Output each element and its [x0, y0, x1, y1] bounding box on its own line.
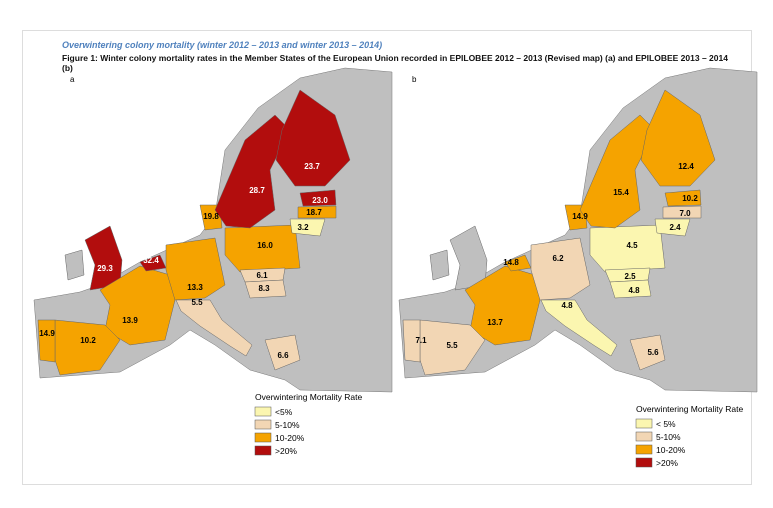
- country: [664, 189, 702, 207]
- legend-title: Overwintering Mortality Rate: [636, 404, 744, 414]
- legend-swatch: [254, 419, 272, 430]
- title: Overwintering colony mortality (winter 2…: [62, 40, 383, 50]
- rate-label: 18.7: [306, 208, 322, 217]
- country: [64, 249, 85, 281]
- legend-label: 5-10%: [275, 420, 300, 430]
- rate-label: 7.0: [679, 209, 691, 218]
- rate-label: 2.4: [669, 223, 681, 232]
- map-labels: 29.3 32.4 13.9 10.2 14.9 13.3 16.0 28.7 23.7 23.0…: [39, 162, 743, 468]
- map-b: [398, 67, 758, 393]
- country: [214, 114, 291, 229]
- rate-label: 32.4: [143, 256, 159, 265]
- legend-label: <5%: [275, 407, 293, 417]
- legend-swatch: [254, 445, 272, 456]
- rate-label: 10.2: [682, 194, 698, 203]
- legend-label: 10-20%: [656, 445, 686, 455]
- country: [609, 279, 652, 299]
- legend-label: >20%: [275, 446, 297, 456]
- country: [640, 89, 716, 187]
- legend-label: >20%: [656, 458, 678, 468]
- rate-label: 14.9: [572, 212, 588, 221]
- rate-label: 7.1: [415, 336, 427, 345]
- country: [275, 89, 351, 187]
- country: [37, 319, 56, 363]
- rate-label: 8.3: [258, 284, 270, 293]
- rate-label: 16.0: [257, 241, 273, 250]
- rate-label: 6.6: [277, 351, 289, 360]
- legend-swatch: [254, 432, 272, 443]
- legend-swatch: [635, 457, 653, 468]
- rate-label: 4.8: [628, 286, 640, 295]
- legend-title: Overwintering Mortality Rate: [255, 392, 363, 402]
- map-a: [33, 67, 393, 393]
- rate-label: 23.0: [312, 196, 328, 205]
- rate-label: 2.5: [624, 272, 636, 281]
- legend-swatch: [254, 406, 272, 417]
- country: [264, 334, 301, 371]
- rate-label: 14.8: [503, 258, 519, 267]
- rate-label: 3.2: [297, 223, 309, 232]
- legend-swatch: [635, 444, 653, 455]
- rate-label: 13.9: [122, 316, 138, 325]
- rate-label: 15.4: [613, 188, 629, 197]
- legend-label: < 5%: [656, 419, 676, 429]
- country: [299, 189, 337, 207]
- rate-label: 14.9: [39, 329, 55, 338]
- country: [629, 334, 666, 371]
- country: [402, 319, 421, 363]
- country: [289, 218, 326, 237]
- rate-label: 5.6: [647, 348, 659, 357]
- rate-label: 4.8: [561, 301, 573, 310]
- rate-label: 6.2: [552, 254, 564, 263]
- legend-swatch: [635, 431, 653, 442]
- country: [540, 299, 618, 357]
- country: [654, 218, 691, 237]
- rate-label: 5.5: [191, 298, 203, 307]
- rate-label: 4.5: [626, 241, 638, 250]
- legend-label: 5-10%: [656, 432, 681, 442]
- rate-label: 13.3: [187, 283, 203, 292]
- country: [244, 279, 287, 299]
- country: [530, 237, 591, 301]
- legend-label: 10-20%: [275, 433, 305, 443]
- country: [297, 205, 337, 219]
- rate-label: 6.1: [256, 271, 268, 280]
- rate-label: 28.7: [249, 186, 265, 195]
- panel-label: a: [70, 75, 75, 84]
- country: [165, 237, 226, 301]
- caption: Figure 1: Winter colony mortality rates …: [62, 53, 728, 73]
- rate-label: 19.8: [203, 212, 219, 221]
- country: [429, 249, 450, 281]
- rate-label: 12.4: [678, 162, 694, 171]
- country: [175, 299, 253, 357]
- country: [662, 205, 702, 219]
- rate-label: 10.2: [80, 336, 96, 345]
- legend-swatch: [635, 418, 653, 429]
- rate-label: 29.3: [97, 264, 113, 273]
- rate-label: 5.5: [446, 341, 458, 350]
- rate-label: 13.7: [487, 318, 503, 327]
- rate-label: 23.7: [304, 162, 320, 171]
- panel-label: b: [412, 75, 417, 84]
- country: [579, 114, 656, 229]
